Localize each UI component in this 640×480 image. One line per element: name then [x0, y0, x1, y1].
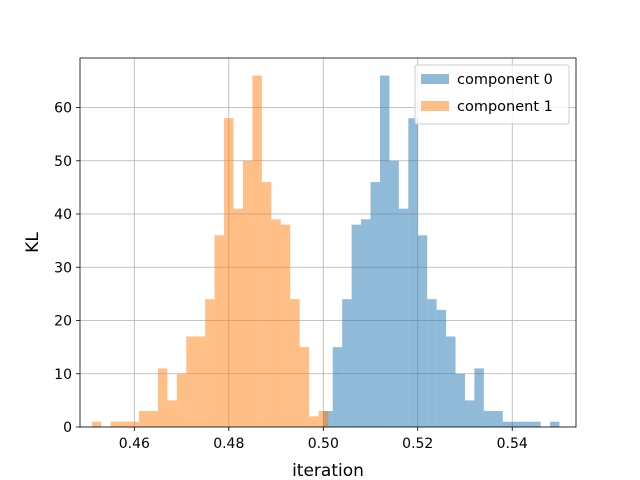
histogram-bar-component-0 [436, 309, 447, 427]
histogram-bar-component-0 [332, 347, 343, 427]
histogram-bar-component-1 [261, 182, 272, 427]
legend-label-component-1: component 1 [457, 99, 553, 115]
y-tick-label: 40 [54, 207, 72, 223]
histogram-bar-component-0 [521, 421, 532, 427]
histogram-bar-component-0 [493, 411, 503, 427]
histogram-bar-component-1 [167, 400, 177, 427]
histogram-bar-component-1 [110, 421, 121, 427]
legend: component 0 component 1 [414, 64, 570, 125]
histogram-bar-component-1 [224, 118, 234, 428]
histogram-bar-component-0 [512, 421, 522, 427]
histogram-bar-component-0 [427, 299, 437, 427]
x-tick-label: 0.52 [402, 436, 433, 452]
legend-label-component-0: component 0 [457, 72, 553, 88]
x-tick-label: 0.50 [308, 436, 339, 452]
axis-ticks: 0.46 0.48 0.50 0.52 0.54 0 10 20 30 40 50 60 [54, 101, 528, 452]
histogram-bar-component-0 [351, 224, 362, 427]
histogram-bar-component-0 [455, 373, 465, 427]
histogram-bar-component-1 [195, 336, 206, 427]
histogram-bar-component-0 [408, 118, 418, 428]
histogram-bar-component-0 [531, 421, 541, 427]
y-tick-label: 10 [54, 367, 72, 383]
histogram-bar-component-1 [91, 421, 102, 427]
legend-swatch-component-1 [421, 101, 449, 111]
histogram-bar-component-1 [252, 75, 262, 428]
histogram-bar-component-0 [464, 400, 475, 427]
histogram-bar-component-1 [186, 336, 196, 427]
histogram-bar-component-1 [176, 373, 187, 427]
histogram-bar-component-1 [271, 219, 281, 427]
histogram-bar-component-1 [148, 411, 158, 427]
histogram-bar-component-0 [483, 411, 494, 427]
y-tick-label: 50 [54, 154, 72, 170]
histogram-bar-component-1 [157, 368, 168, 427]
histogram-bar-component-1 [139, 411, 149, 427]
histogram-bar-component-0 [502, 421, 513, 427]
histogram-bar-component-0 [389, 160, 399, 427]
plot-frame [79, 57, 577, 428]
histogram-bar-component-0 [379, 75, 390, 428]
x-axis-label: iteration [292, 461, 364, 480]
histogram-bars [91, 75, 560, 428]
y-tick-label: 0 [63, 420, 72, 436]
y-tick-label: 20 [54, 314, 72, 330]
legend-swatch-component-0 [421, 74, 449, 84]
y-tick-label: 60 [54, 101, 72, 117]
histogram-bar-component-1 [318, 411, 328, 427]
histogram-bar-component-1 [120, 421, 130, 427]
histogram-bar-component-0 [446, 336, 456, 427]
x-tick-label: 0.46 [119, 436, 150, 452]
histogram-bar-component-1 [242, 160, 253, 427]
histogram-bar-component-0 [361, 219, 371, 427]
histogram-bar-component-0 [550, 421, 560, 427]
legend-box [414, 64, 570, 125]
histogram-bar-component-1 [129, 421, 140, 427]
histogram-bar-component-1 [299, 347, 310, 427]
histogram-bar-component-0 [342, 299, 352, 427]
histogram-bar-component-1 [214, 235, 225, 427]
histogram-bar-component-1 [290, 299, 300, 427]
histogram-bar-component-1 [233, 208, 243, 427]
histogram-bar-component-1 [205, 299, 215, 427]
histogram-bar-component-0 [398, 208, 409, 427]
x-tick-label: 0.48 [213, 436, 244, 452]
histogram-bar-component-1 [309, 416, 319, 427]
histogram-bar-component-0 [474, 368, 484, 427]
y-tick-label: 30 [54, 260, 72, 276]
y-axis-label: KL [23, 232, 43, 253]
histogram-bar-component-0 [417, 235, 428, 427]
x-tick-label: 0.54 [497, 436, 528, 452]
histogram-bar-component-1 [280, 224, 291, 427]
histogram-bar-component-0 [370, 182, 380, 427]
